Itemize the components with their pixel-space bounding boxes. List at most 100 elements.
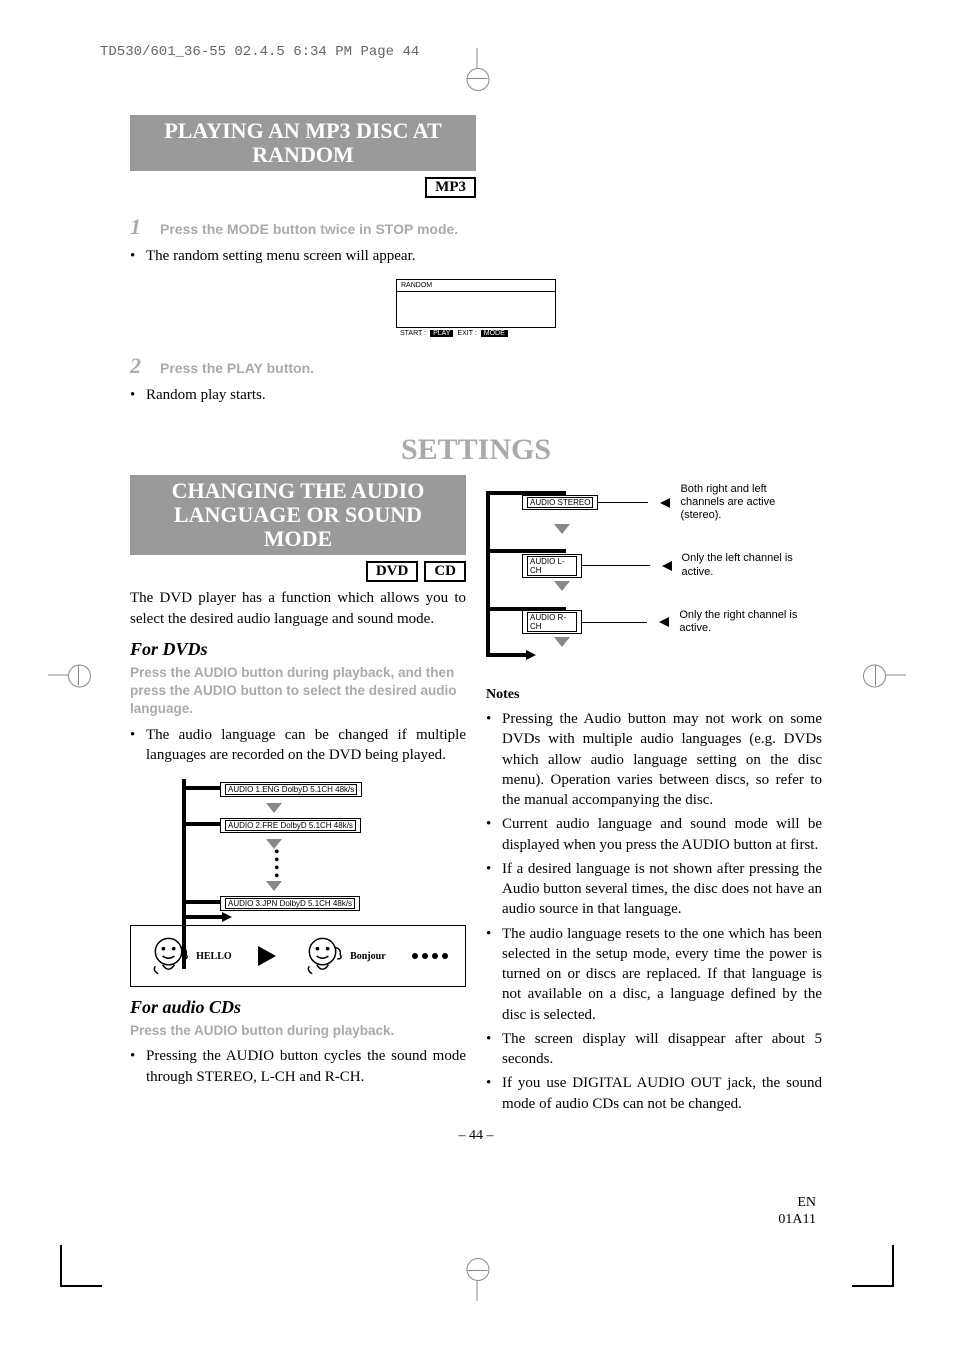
osd-box-1: AUDIO 1.ENG DolbyD 5.1CH 48k/s — [220, 782, 362, 797]
step-2-bullets: Random play starts. — [130, 385, 822, 405]
note-1: Pressing the Audio button may not work o… — [486, 709, 822, 810]
step-2-number: 2 — [130, 353, 148, 379]
stereo-osd-1: AUDIO STEREO — [522, 495, 598, 510]
stereo-osd-2: AUDIO L-CH — [522, 554, 582, 578]
stereo-label-1: Both right and left channels are active … — [680, 483, 800, 523]
osd-vertical-line — [182, 779, 186, 969]
for-cds-bullet: Pressing the AUDIO button cycles the sou… — [130, 1046, 466, 1087]
lead-line-1 — [598, 502, 648, 503]
stereo-arrow-3 — [554, 637, 570, 647]
audio-osd-chain: AUDIO 1.ENG DolbyD 5.1CH 48k/s AUDIO 2.F… — [170, 779, 410, 911]
step-1-bullet: The random setting menu screen will appe… — [130, 246, 822, 266]
mode-key: MODE — [481, 330, 508, 337]
lead-arrow-1-icon — [660, 498, 670, 508]
big-arrow-icon — [258, 946, 276, 966]
page: TD530/601_36-55 02.4.5 6:34 PM Page 44 P… — [0, 0, 954, 1349]
screen-footer: START : PLAY EXIT : MODE — [396, 328, 556, 337]
screen-body — [396, 292, 556, 328]
dvd-tag: DVD — [366, 561, 419, 582]
for-dvds-grey: Press the AUDIO button during playback, … — [130, 664, 466, 719]
osd-box-2: AUDIO 2.FRE DolbyD 5.1CH 48k/s — [220, 818, 361, 833]
notes-list: Pressing the Audio button may not work o… — [486, 709, 822, 1114]
settings-title: SETTINGS — [130, 433, 822, 467]
stereo-row-1: AUDIO STEREO Both right and left channel… — [486, 483, 822, 523]
crop-mark-left — [48, 674, 68, 675]
face-bonjour: Bonjour — [302, 934, 386, 978]
for-dvds-bullet: The audio language can be changed if mul… — [130, 725, 466, 766]
step-1-number: 1 — [130, 214, 148, 240]
for-cds-head: For audio CDs — [130, 997, 466, 1018]
lead-line-3 — [582, 622, 647, 623]
section2-banner: CHANGING THE AUDIO LANGUAGE OR SOUND MOD… — [130, 475, 466, 556]
section1-tags: MP3 — [130, 177, 476, 198]
footer-en: EN — [797, 1195, 816, 1210]
bonjour-label: Bonjour — [350, 951, 386, 962]
osd-dots: •••• — [274, 849, 410, 881]
section2-tags: DVD CD — [130, 561, 466, 582]
note-6: If you use DIGITAL AUDIO OUT jack, the s… — [486, 1073, 822, 1114]
footer-num: 01A11 — [778, 1212, 816, 1227]
exit-label: EXIT : — [457, 330, 476, 337]
stereo-end-line — [486, 653, 526, 657]
corner-bl — [60, 1245, 102, 1287]
start-label: START : — [400, 330, 426, 337]
slugline: TD530/601_36-55 02.4.5 6:34 PM Page 44 — [100, 44, 419, 60]
stereo-row-3: AUDIO R-CH Only the right channel is act… — [486, 609, 822, 635]
random-screen-diagram: RANDOM START : PLAY EXIT : MODE — [396, 279, 556, 337]
osd-item-3: AUDIO 3.JPN DolbyD 5.1CH 48k/s — [170, 893, 410, 911]
cd-tag: CD — [424, 561, 466, 582]
stereo-osd-3: AUDIO R-CH — [522, 610, 582, 634]
for-cds-grey: Press the AUDIO button during playback. — [130, 1022, 466, 1040]
notes-heading: Notes — [486, 687, 822, 703]
step-1-bullets: The random setting menu screen will appe… — [130, 246, 822, 266]
step-2: 2 Press the PLAY button. — [130, 353, 822, 379]
content-area: PLAYING AN MP3 DISC AT RANDOM MP3 1 Pres… — [130, 115, 822, 1144]
for-dvds-head: For DVDs — [130, 639, 466, 660]
step-2-bullet: Random play starts. — [130, 385, 822, 405]
stereo-arrow-2 — [554, 581, 570, 591]
two-column-layout: CHANGING THE AUDIO LANGUAGE OR SOUND MOD… — [130, 475, 822, 1118]
stereo-end-arrow-icon — [526, 650, 536, 660]
lead-arrow-2-icon — [662, 561, 672, 571]
osd-item-2: AUDIO 2.FRE DolbyD 5.1CH 48k/s — [170, 815, 410, 833]
section2-intro: The DVD player has a function which allo… — [130, 588, 466, 629]
hello-label: HELLO — [196, 951, 232, 962]
stereo-arrow-1 — [554, 524, 570, 534]
note-2: Current audio language and sound mode wi… — [486, 814, 822, 855]
osd-item-1: AUDIO 1.ENG DolbyD 5.1CH 48k/s — [170, 779, 410, 797]
osd-arrow-1 — [266, 803, 282, 813]
stereo-chain: AUDIO STEREO Both right and left channel… — [486, 483, 822, 647]
face-hello: HELLO — [148, 934, 232, 978]
stereo-row-2: AUDIO L-CH Only the left channel is acti… — [486, 552, 822, 578]
step-1-text: Press the MODE button twice in STOP mode… — [160, 221, 458, 237]
crop-mark-bottom — [477, 1281, 478, 1301]
play-key: PLAY — [430, 330, 453, 337]
footer-code: EN 01A11 — [778, 1195, 816, 1229]
trailing-dots — [412, 953, 448, 959]
lead-line-2 — [582, 565, 649, 566]
note-3: If a desired language is not shown after… — [486, 859, 822, 920]
step-1: 1 Press the MODE button twice in STOP mo… — [130, 214, 822, 240]
stereo-label-2: Only the left channel is active. — [682, 552, 822, 578]
note-4: The audio language resets to the one whi… — [486, 924, 822, 1025]
osd-box-3: AUDIO 3.JPN DolbyD 5.1CH 48k/s — [220, 896, 360, 911]
left-column: CHANGING THE AUDIO LANGUAGE OR SOUND MOD… — [130, 475, 466, 1118]
for-cds-bullets: Pressing the AUDIO button cycles the sou… — [130, 1046, 466, 1087]
osd-end-arrow-icon — [222, 912, 232, 922]
note-5: The screen display will disappear after … — [486, 1029, 822, 1070]
crop-mark-top — [477, 48, 478, 68]
step-2-text: Press the PLAY button. — [160, 360, 314, 376]
speech-panel: HELLO Bonjour — [130, 925, 466, 987]
section1-banner: PLAYING AN MP3 DISC AT RANDOM — [130, 115, 476, 171]
corner-br — [852, 1245, 894, 1287]
screen-title: RANDOM — [396, 279, 556, 292]
right-column: AUDIO STEREO Both right and left channel… — [486, 475, 822, 1118]
osd-end-line — [182, 915, 222, 919]
lead-arrow-3-icon — [659, 617, 669, 627]
stereo-label-3: Only the right channel is active. — [679, 609, 822, 635]
for-dvds-bullets: The audio language can be changed if mul… — [130, 725, 466, 766]
mp3-tag: MP3 — [425, 177, 476, 198]
face-icon-2 — [302, 934, 346, 978]
page-number: – 44 – — [130, 1128, 822, 1144]
crop-mark-right — [886, 674, 906, 675]
